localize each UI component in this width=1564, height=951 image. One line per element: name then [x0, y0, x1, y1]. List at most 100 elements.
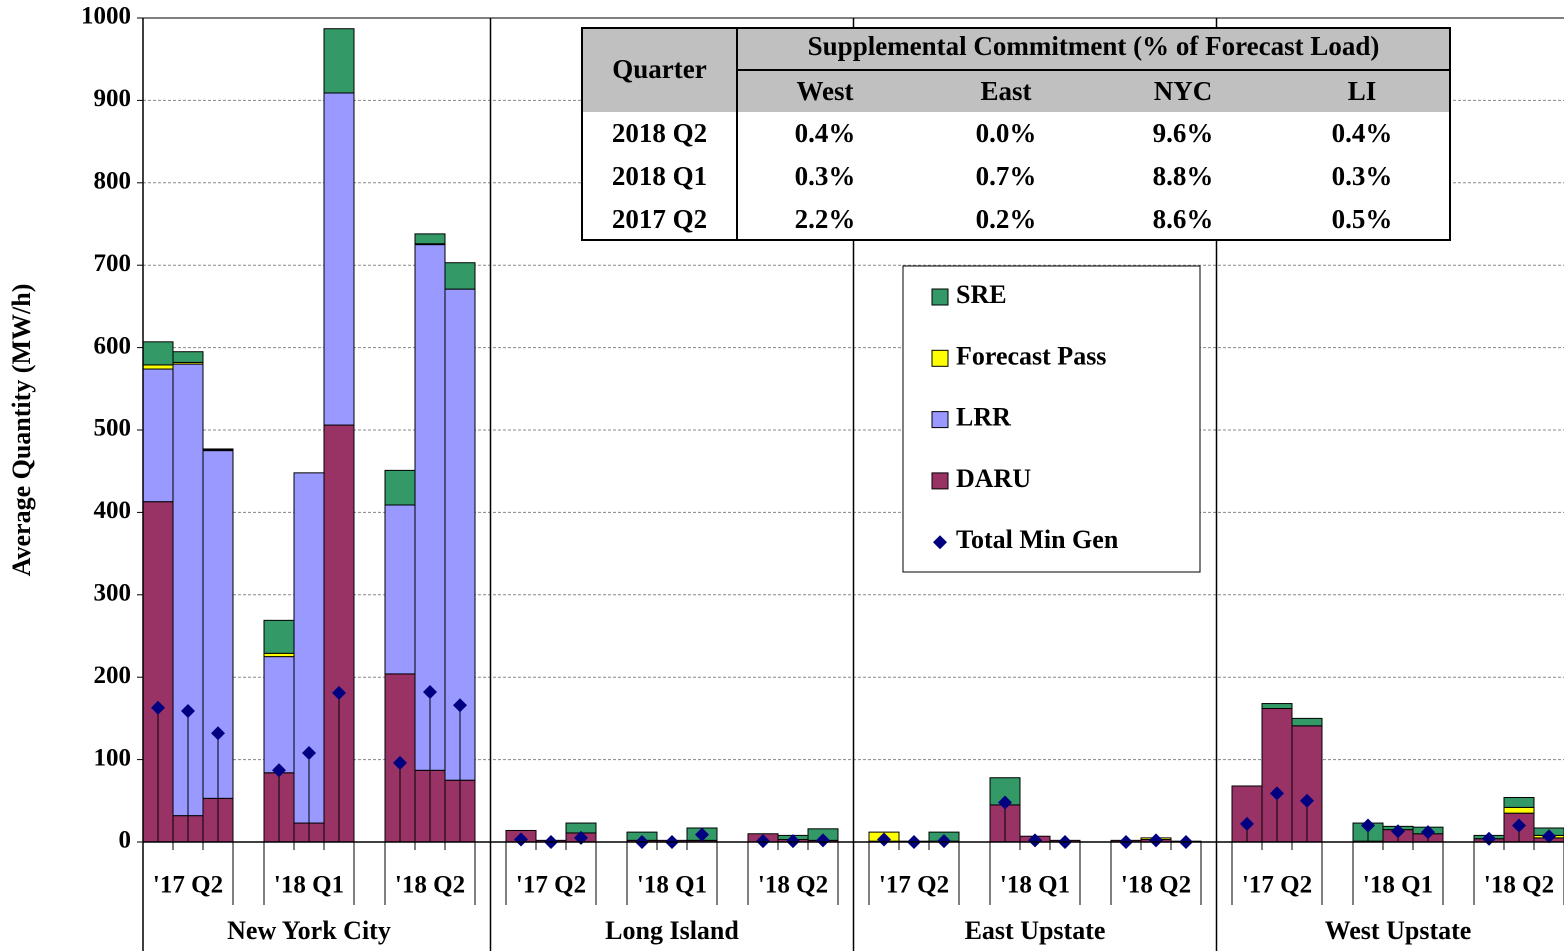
- table-cell: 0.4%: [795, 118, 856, 148]
- legend-label: Total Min Gen: [956, 525, 1119, 554]
- legend-label: DARU: [956, 464, 1031, 493]
- min-gen-marker: [181, 703, 195, 718]
- min-gen-marker: [695, 827, 709, 842]
- legend-marker: [933, 535, 947, 550]
- y-tick-label: 1000: [81, 3, 131, 30]
- y-tick-label: 300: [94, 580, 132, 607]
- bar-segment: [1503, 806, 1535, 814]
- legend: SRE Forecast Pass LRR DARU Total Min Gen: [902, 265, 1201, 573]
- legend-label: SRE: [956, 280, 1007, 309]
- legend-swatch: [931, 349, 949, 367]
- region-label: East Upstate: [965, 916, 1106, 945]
- x-tick-label: '17 Q2: [879, 872, 949, 899]
- min-gen-marker: [1482, 831, 1496, 846]
- table-column-header: LI: [1348, 76, 1377, 106]
- x-tick-label: '18 Q1: [1000, 872, 1070, 899]
- bar-segment: [142, 364, 174, 370]
- x-tick-label: '18 Q1: [1363, 872, 1433, 899]
- table-column-header: West: [797, 76, 854, 106]
- min-gen-marker: [514, 832, 528, 847]
- min-gen-marker: [937, 834, 951, 849]
- min-gen-marker: [786, 834, 800, 849]
- x-tick-label: '18 Q2: [1121, 872, 1191, 899]
- x-tick-label: '18 Q1: [274, 872, 344, 899]
- legend-swatch: [931, 411, 949, 429]
- commitment-table: Quarter Supplemental Commitment (% of For…: [581, 27, 1451, 241]
- region-label: New York City: [227, 916, 391, 945]
- min-gen-marker: [1240, 816, 1254, 831]
- x-tick-label: '18 Q1: [637, 872, 707, 899]
- min-gen-marker: [1421, 825, 1435, 840]
- bar-segment: [142, 341, 174, 366]
- bar-segment: [1261, 703, 1293, 710]
- table-cell: 8.8%: [1153, 161, 1214, 191]
- min-gen-marker: [1391, 824, 1405, 839]
- table-cell: 8.6%: [1153, 204, 1214, 234]
- table-body-bg: [582, 112, 1450, 240]
- table-cell: 0.3%: [1332, 161, 1393, 191]
- min-gen-marker: [877, 832, 891, 847]
- min-gen-marker: [816, 833, 830, 848]
- table-cell: 0.0%: [976, 118, 1037, 148]
- bar-segment: [414, 233, 446, 245]
- min-gen-marker: [1270, 786, 1284, 801]
- min-gen-marker: [1512, 818, 1526, 833]
- min-gen-marker: [1149, 833, 1163, 848]
- bar-segment: [384, 504, 416, 675]
- x-tick-label: '18 Q2: [1484, 872, 1554, 899]
- min-gen-marker: [272, 763, 286, 778]
- min-gen-marker: [998, 795, 1012, 810]
- min-gen-marker: [756, 834, 770, 849]
- y-tick-label: 900: [94, 85, 132, 112]
- y-tick-label: 600: [94, 332, 132, 359]
- table-cell: 0.2%: [976, 204, 1037, 234]
- legend-swatch: [931, 472, 949, 490]
- bar-segment: [263, 619, 295, 654]
- y-tick-label: 700: [94, 250, 132, 277]
- min-gen-marker: [423, 685, 437, 700]
- y-axis-title: Average Quantity (MW/h): [7, 284, 36, 577]
- min-gen-marker: [1300, 793, 1314, 808]
- x-tick-label: '18 Q2: [758, 872, 828, 899]
- min-gen-marker: [1361, 818, 1375, 833]
- x-tick-label: '18 Q2: [395, 872, 465, 899]
- bar-segment: [384, 469, 416, 506]
- bar-segment: [444, 262, 476, 290]
- min-gen-marker: [393, 755, 407, 770]
- y-tick-label: 200: [94, 662, 132, 689]
- min-gen-marker: [1542, 829, 1556, 844]
- min-gen-marker: [302, 746, 316, 761]
- min-gen-marker: [211, 726, 225, 741]
- table-row-header: 2017 Q2: [612, 204, 707, 234]
- min-gen-marker: [332, 685, 346, 700]
- legend-box: [902, 265, 1201, 573]
- bar-segment: [323, 92, 355, 426]
- bar-segment: [202, 448, 234, 451]
- x-tick-label: '17 Q2: [516, 872, 586, 899]
- bar-segment: [1503, 797, 1535, 808]
- table-cell: 2.2%: [795, 204, 856, 234]
- table-cell: 0.3%: [795, 161, 856, 191]
- table-column-header: East: [980, 76, 1031, 106]
- min-gen-marker: [151, 700, 165, 715]
- table-cell: 0.4%: [1332, 118, 1393, 148]
- min-gen-marker: [1028, 833, 1042, 848]
- y-tick-label: 400: [94, 497, 132, 524]
- region-label: Long Island: [605, 916, 739, 945]
- table-cell: 9.6%: [1153, 118, 1214, 148]
- y-tick-label: 0: [119, 827, 132, 854]
- table-border: [581, 27, 1451, 241]
- min-gen-marker: [453, 698, 467, 713]
- region-label: West Upstate: [1325, 916, 1472, 945]
- bar-segment: [263, 656, 295, 774]
- table-row-header: 2018 Q2: [612, 118, 707, 148]
- table-cell: 0.5%: [1332, 204, 1393, 234]
- y-tick-label: 100: [94, 744, 132, 771]
- bar-segment: [172, 351, 204, 363]
- x-tick-label: '17 Q2: [1242, 872, 1312, 899]
- table-header: Quarter: [612, 54, 706, 84]
- table-cell: 0.7%: [976, 161, 1037, 191]
- table-header: Supplemental Commitment (% of Forecast L…: [808, 31, 1380, 61]
- bar-segment: [1291, 717, 1323, 727]
